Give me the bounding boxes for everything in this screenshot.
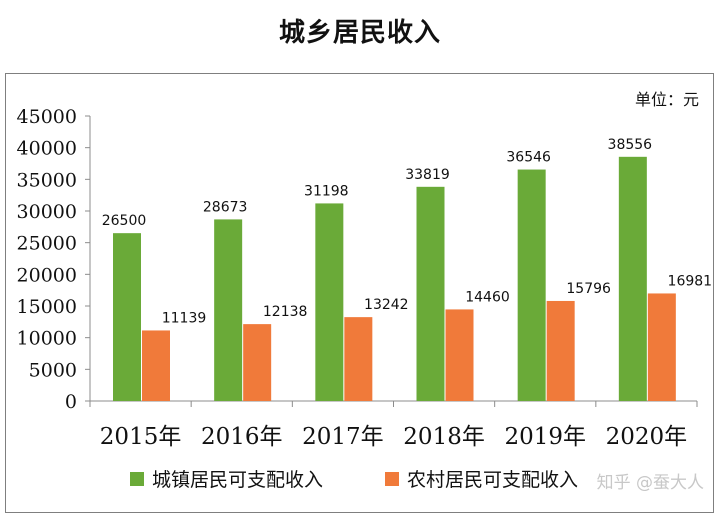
data-label-urban: 38556 [608,137,653,153]
x-tick-label: 2016年 [201,424,283,450]
bar-rural [445,309,474,401]
chart-title: 城乡居民收入 [278,18,441,48]
watermark: 知乎 @蚕大人 [596,473,704,493]
y-tick-label: 5000 [29,359,77,381]
y-tick-label: 15000 [17,296,77,318]
bar-urban [315,203,344,401]
legend-item-urban: 城镇居民可支配收入 [130,465,323,492]
x-tick-label: 2020年 [606,424,688,450]
data-label-rural: 15796 [566,281,611,297]
bar-rural [647,293,676,401]
legend-label-urban: 城镇居民可支配收入 [152,469,324,491]
data-label-urban: 31198 [304,183,349,199]
bar-urban [113,233,141,401]
data-label-rural: 16981 [668,273,713,289]
y-tick-label: 25000 [17,233,77,255]
bar-rural [344,317,373,401]
data-label-urban: 28673 [203,199,248,215]
bar-urban [517,169,546,401]
y-tick-label: 45000 [17,106,77,128]
data-label-rural: 14460 [465,289,510,305]
bar-rural [243,324,272,401]
y-tick-label: 20000 [17,264,77,286]
legend-item-rural: 农村居民可支配收入 [385,465,578,492]
data-label-rural: 11139 [162,310,207,326]
bar-rural [142,330,170,401]
chart-frame: 单位：元 [5,73,714,513]
x-tick-label: 2017年 [302,424,384,450]
x-tick-label: 2015年 [100,424,182,450]
legend-label-rural: 农村居民可支配收入 [407,469,579,491]
legend: 城镇居民可支配收入 农村居民可支配收入 [0,465,720,495]
y-tick-label: 35000 [17,169,77,191]
bar-rural [546,300,575,401]
y-tick-label: 30000 [17,201,77,223]
bar-urban [416,186,445,401]
data-label-urban: 26500 [102,213,147,229]
y-tick-label: 10000 [17,328,77,350]
data-label-rural: 12138 [263,304,308,320]
data-label-urban: 36546 [506,150,551,166]
bar-urban [618,156,647,401]
y-tick-label: 40000 [17,138,77,160]
data-label-urban: 33819 [405,167,450,183]
legend-swatch-rural [385,471,399,486]
x-tick-label: 2018年 [403,424,485,450]
y-tick-label: 0 [65,391,77,413]
unit-label: 单位：元 [634,90,699,109]
bar-urban [214,219,243,401]
legend-swatch-urban [130,471,144,486]
data-label-rural: 13242 [364,297,409,313]
x-tick-label: 2019年 [504,424,586,450]
